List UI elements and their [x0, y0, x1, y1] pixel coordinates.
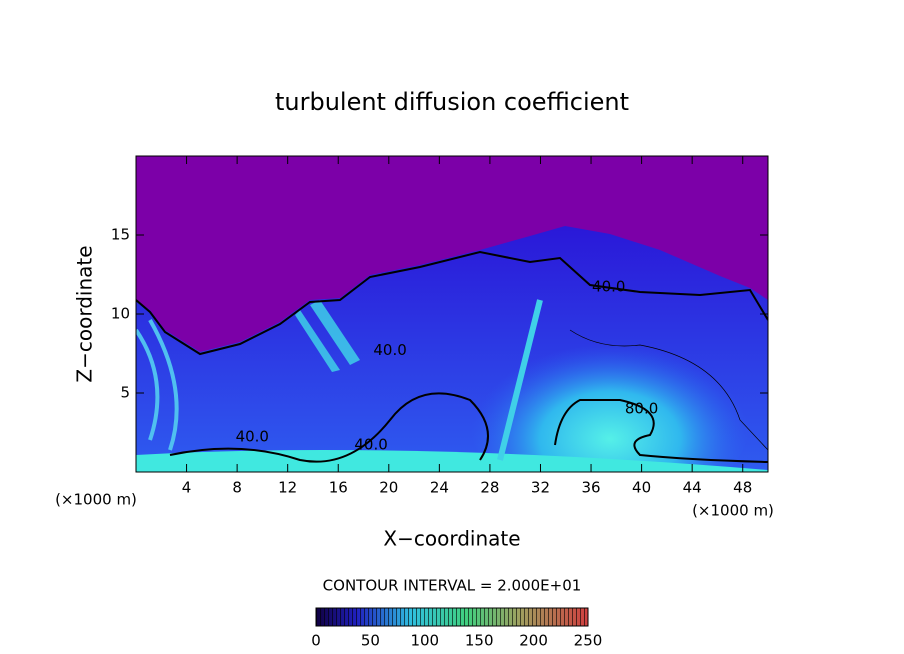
chart-title: turbulent diffusion coefficient	[275, 88, 629, 116]
y-tick-label: 5	[120, 384, 130, 402]
x-tick-label: 8	[232, 479, 242, 497]
x-tick-label: 36	[581, 479, 600, 497]
x-tick-label: 28	[480, 479, 499, 497]
field	[136, 156, 768, 472]
colorbar-tick-label: 0	[311, 632, 321, 650]
x-tick-label: 12	[278, 479, 297, 497]
contour-label: 40.0	[236, 428, 269, 446]
x-tick-label: 40	[632, 479, 651, 497]
colorbar-tick-label: 250	[574, 632, 603, 650]
colorbar-frame	[315, 607, 589, 627]
contour-label: 40.0	[354, 436, 387, 454]
contour-label: 80.0	[625, 399, 658, 417]
colorbar-tick-label: 50	[361, 632, 380, 650]
x-tick-label: 32	[531, 479, 550, 497]
y-axis-label: Z−coordinate	[73, 245, 97, 382]
colorbar-tick-label: 100	[410, 632, 439, 650]
x-unit-left: (×1000 m)	[55, 491, 137, 509]
x-tick-label: 44	[683, 479, 702, 497]
y-tick-label: 10	[111, 305, 130, 323]
x-axis-label: X−coordinate	[383, 527, 520, 551]
x-tick-label: 4	[182, 479, 192, 497]
x-unit-right: (×1000 m)	[692, 502, 774, 520]
contour-interval: CONTOUR INTERVAL = 2.000E+01	[323, 577, 582, 595]
x-tick-label: 20	[379, 479, 398, 497]
contour-label: 40.0	[373, 341, 406, 359]
colorbar-tick-label: 150	[465, 632, 494, 650]
x-tick-label: 16	[329, 479, 348, 497]
x-tick-label: 48	[733, 479, 752, 497]
colorbar-tick-label: 200	[519, 632, 548, 650]
x-tick-label: 24	[430, 479, 449, 497]
y-tick-label: 15	[111, 226, 130, 244]
contour-label: 40.0	[592, 278, 625, 296]
